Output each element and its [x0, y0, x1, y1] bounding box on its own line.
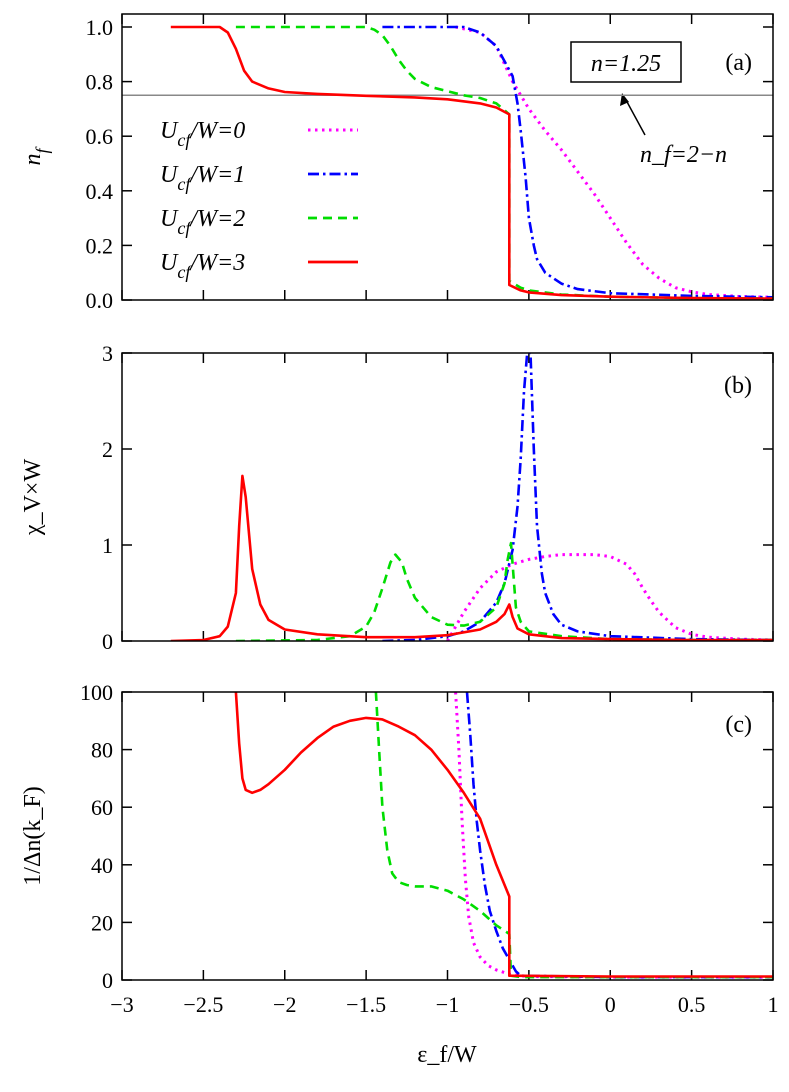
- series-line: [382, 25, 773, 299]
- x-tick-label: −1: [436, 992, 459, 1017]
- legend-label: Ucf/W=0: [160, 118, 245, 150]
- text-subscript: cf: [177, 218, 193, 238]
- text-rest: /W=1: [188, 162, 245, 188]
- text-main: U: [160, 118, 179, 144]
- y-tick-label: 0.0: [86, 288, 114, 313]
- text-main: n: [20, 154, 46, 166]
- text-rest: /W=3: [188, 250, 245, 276]
- y-tick-label: 20: [91, 910, 113, 935]
- text-main: U: [160, 162, 179, 188]
- legend-label: Ucf/W=1: [160, 162, 245, 194]
- y-axis-label-b: χ_V×W: [20, 459, 46, 537]
- y-tick-label: 0.2: [86, 233, 114, 258]
- legend-label: Ucf/W=2: [160, 206, 245, 238]
- text-main: U: [160, 250, 179, 276]
- annotation-box-text: n=1.25: [591, 51, 661, 77]
- series-line: [235, 541, 773, 641]
- y-axis-label-c: 1/Δn(k_F): [20, 786, 46, 885]
- y-tick-label: 0.8: [86, 70, 114, 95]
- x-tick-label: 0: [605, 992, 616, 1017]
- y-tick-label: 0.4: [86, 179, 114, 204]
- text-subscript: cf: [177, 130, 193, 150]
- series-line: [465, 692, 773, 979]
- y-tick-label: 60: [91, 795, 113, 820]
- arrow-annotation: n_f=2−n: [640, 142, 727, 168]
- panel-label: (c): [725, 712, 752, 738]
- panel-c: 0 20 40 60 80 100 −3 −2.5 −2 −1.5 −1 −0.5 0 0.5 1 (c): [80, 680, 779, 1017]
- text-rest: /W=2: [188, 206, 245, 232]
- text-subscript: cf: [177, 174, 193, 194]
- y-tick-label: 1: [102, 533, 113, 558]
- y-tick-label: 40: [91, 853, 113, 878]
- panel-label: (a): [725, 50, 752, 76]
- plot-frame: [121, 691, 774, 981]
- y-tick-label: 2: [102, 437, 113, 462]
- y-tick-label: 0: [102, 968, 113, 993]
- y-tick-label: 0.6: [86, 124, 114, 149]
- x-tick-label: −1.5: [346, 992, 386, 1017]
- x-tick-label: 1: [768, 992, 779, 1017]
- panel-label: (b): [724, 373, 752, 399]
- y-tick-label: 100: [80, 680, 113, 705]
- series-group: [170, 25, 773, 300]
- y-tick-label: 3: [102, 341, 113, 366]
- legend-label: Ucf/W=3: [160, 250, 245, 282]
- series-line: [446, 553, 773, 641]
- x-tick-label: −0.5: [509, 992, 549, 1017]
- x-tick-label: −2.5: [183, 992, 223, 1017]
- x-tick-label: 0.5: [678, 992, 706, 1017]
- panel-b: 0 1 2 3 (b): [102, 341, 774, 654]
- x-tick-label: −2: [273, 992, 296, 1017]
- series-line: [170, 474, 773, 641]
- annotation-box: [570, 41, 682, 83]
- y-tick-label: 80: [91, 738, 113, 763]
- arrow-head-icon: [620, 93, 629, 106]
- series-group: [234, 692, 773, 979]
- series-line: [455, 25, 773, 299]
- series-line: [454, 692, 773, 979]
- series-group: [170, 353, 773, 641]
- x-axis-label: ε_f/W: [417, 1042, 477, 1068]
- text-subscript: f: [32, 146, 52, 154]
- series-line: [382, 353, 773, 641]
- text-rest: /W=0: [188, 118, 245, 144]
- y-axis-label: nf: [20, 146, 52, 166]
- x-tick-label: −3: [110, 992, 133, 1017]
- text-subscript: cf: [177, 262, 193, 282]
- plot-frame: [121, 352, 774, 642]
- series-line: [234, 692, 773, 978]
- plot-frame: [121, 13, 774, 301]
- y-tick-label: 0: [102, 629, 113, 654]
- text-main: U: [160, 206, 179, 232]
- series-line: [170, 25, 773, 300]
- arrow-line: [625, 99, 646, 136]
- panel-a: 0.00.20.40.60.81.0(a)nfUcf/W=0Ucf/W=1Ucf…: [20, 13, 774, 313]
- series-line: [374, 692, 773, 979]
- y-tick-label: 1.0: [86, 15, 114, 40]
